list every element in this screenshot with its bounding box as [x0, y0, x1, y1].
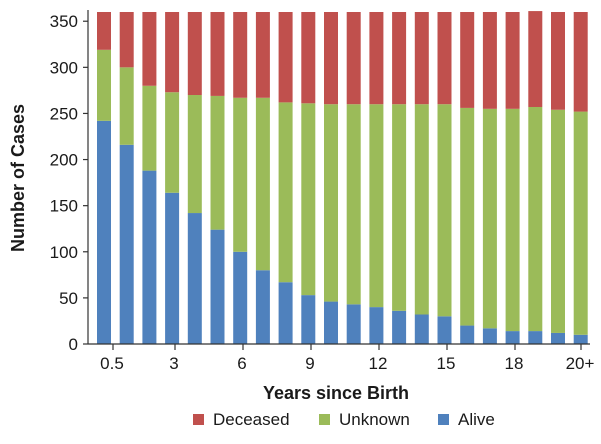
bar-unknown-21 [573, 111, 588, 335]
bar-alive-7 [255, 270, 270, 344]
bar-deceased-7 [255, 12, 270, 98]
bar-alive-21 [573, 334, 588, 344]
bar-deceased-4 [187, 12, 202, 95]
bar-unknown-17 [482, 108, 497, 329]
y-tick-label: 350 [50, 12, 78, 31]
bar-unknown-0 [97, 49, 111, 121]
bar-unknown-2 [142, 85, 157, 171]
bar-alive-3 [165, 192, 180, 344]
bar-unknown-5 [210, 95, 225, 230]
x-tick-label: 3 [169, 354, 178, 373]
bar-alive-19 [528, 331, 543, 344]
bar-deceased-3 [165, 12, 180, 93]
y-tick-label: 200 [50, 151, 78, 170]
bar-alive-5 [210, 229, 225, 344]
bar-alive-8 [278, 282, 293, 344]
bar-unknown-19 [528, 106, 543, 332]
bar-alive-1 [119, 144, 134, 344]
x-tick-label: 15 [437, 354, 456, 373]
bar-unknown-6 [233, 97, 248, 252]
bar-alive-13 [392, 310, 407, 344]
bar-deceased-1 [119, 12, 134, 68]
x-tick-label: 12 [369, 354, 388, 373]
y-axis-title: Number of Cases [8, 104, 28, 252]
bar-alive-11 [346, 304, 361, 344]
bar-deceased-17 [482, 12, 497, 109]
bar-unknown-20 [551, 109, 565, 333]
bar-alive-9 [301, 295, 316, 344]
bar-unknown-14 [414, 104, 429, 315]
bars-group [97, 11, 588, 344]
legend-label-unknown: Unknown [339, 410, 410, 429]
bar-unknown-1 [119, 67, 134, 145]
y-tick-label: 100 [50, 243, 78, 262]
bar-unknown-11 [346, 104, 361, 305]
bar-deceased-19 [528, 11, 543, 107]
legend: Deceased Unknown Alive [193, 410, 495, 429]
bar-alive-0 [97, 120, 111, 344]
y-tick-label: 50 [59, 289, 78, 308]
bar-deceased-10 [324, 12, 338, 105]
bar-unknown-16 [460, 107, 475, 326]
bar-unknown-12 [369, 104, 384, 308]
bar-deceased-6 [233, 12, 248, 98]
bar-alive-2 [142, 170, 157, 344]
bar-unknown-4 [187, 95, 202, 214]
bar-alive-4 [187, 213, 202, 344]
bar-deceased-14 [414, 12, 429, 105]
bar-deceased-21 [573, 12, 588, 112]
bar-deceased-11 [346, 12, 361, 105]
bar-alive-17 [482, 328, 497, 344]
bar-alive-6 [233, 251, 248, 344]
ticks-group: 0 50 100 150 200 250 300 350 0.5 3 6 9 12 15 18 20+ [50, 12, 595, 373]
y-tick-label: 150 [50, 197, 78, 216]
bar-deceased-12 [369, 12, 384, 105]
legend-swatch-deceased [193, 414, 204, 425]
bar-alive-18 [505, 331, 520, 344]
y-tick-label: 300 [50, 58, 78, 77]
bar-alive-12 [369, 307, 384, 344]
x-tick-label: 0.5 [100, 354, 124, 373]
x-tick-label: 18 [505, 354, 524, 373]
x-axis-title: Years since Birth [263, 383, 409, 403]
bar-deceased-5 [210, 12, 225, 96]
legend-swatch-alive [438, 414, 449, 425]
y-tick-label: 250 [50, 104, 78, 123]
bar-alive-14 [414, 314, 429, 344]
bar-alive-10 [324, 301, 338, 344]
bar-alive-16 [460, 325, 475, 344]
bar-alive-20 [551, 332, 565, 344]
bar-unknown-3 [165, 92, 180, 193]
bar-deceased-16 [460, 12, 475, 108]
bar-deceased-9 [301, 12, 316, 104]
bar-deceased-20 [551, 12, 565, 110]
bar-unknown-15 [437, 104, 452, 317]
bar-unknown-9 [301, 103, 316, 296]
bar-deceased-15 [437, 12, 452, 105]
x-tick-label: 9 [305, 354, 314, 373]
bar-deceased-18 [505, 12, 520, 109]
legend-label-alive: Alive [458, 410, 495, 429]
bar-deceased-8 [278, 12, 293, 103]
bar-deceased-2 [142, 12, 157, 86]
bar-unknown-10 [324, 104, 338, 302]
x-tick-label: 20+ [566, 354, 595, 373]
bar-unknown-7 [255, 97, 270, 271]
y-tick-label: 0 [69, 335, 78, 354]
bar-deceased-0 [97, 12, 111, 50]
bar-unknown-18 [505, 108, 520, 332]
bar-alive-15 [437, 316, 452, 344]
x-tick-label: 6 [237, 354, 246, 373]
legend-label-deceased: Deceased [213, 410, 290, 429]
bar-deceased-13 [392, 12, 407, 105]
axes-group [87, 10, 590, 345]
bar-unknown-8 [278, 102, 293, 283]
bar-unknown-13 [392, 104, 407, 311]
legend-swatch-unknown [319, 414, 330, 425]
